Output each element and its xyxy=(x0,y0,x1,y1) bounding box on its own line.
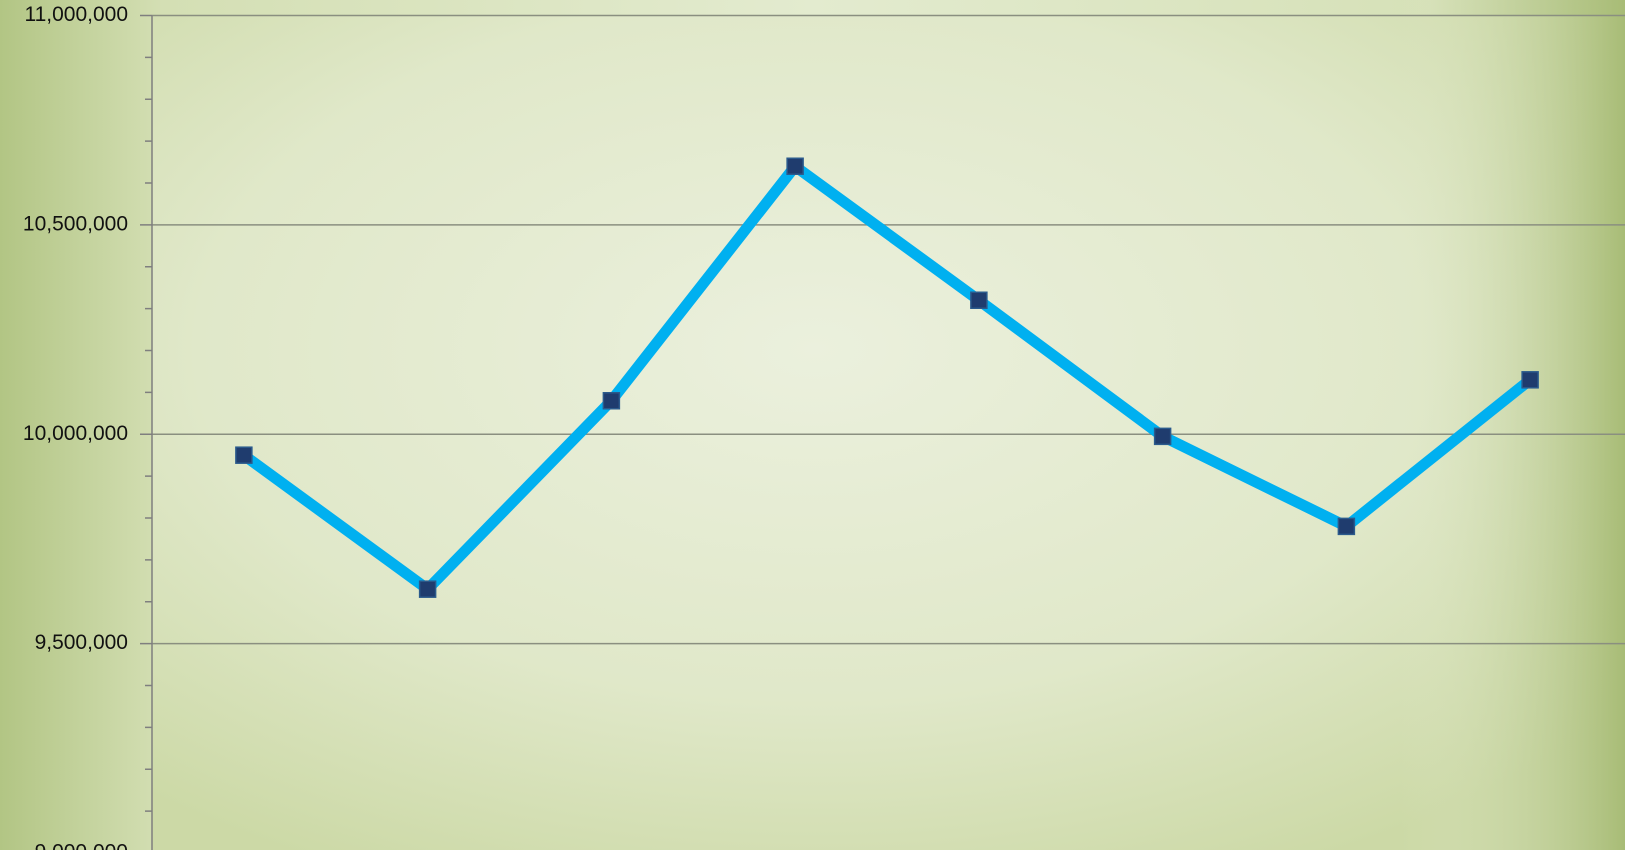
data-marker xyxy=(602,392,621,410)
data-marker xyxy=(786,157,804,175)
plot-area xyxy=(152,15,1625,850)
y-tick-label: 9,500,000 xyxy=(35,631,128,654)
chart-layer: 9,000,000 9,500,000 10,000,000 10,500,000 11… xyxy=(23,3,1625,850)
data-marker xyxy=(418,580,437,598)
data-marker xyxy=(1521,371,1539,389)
data-marker xyxy=(1337,517,1356,536)
y-tick-label: 10,500,000 xyxy=(23,212,128,235)
data-line xyxy=(240,160,1534,595)
y-tick-label: 11,000,000 xyxy=(24,3,128,26)
data-marker xyxy=(235,446,253,464)
data-marker xyxy=(970,291,988,309)
y-tick-label: 10,000,000 xyxy=(23,422,128,445)
plot-shade xyxy=(1400,0,1625,850)
y-tick-label: 9,000,000 xyxy=(35,841,128,850)
data-marker xyxy=(1153,427,1172,446)
